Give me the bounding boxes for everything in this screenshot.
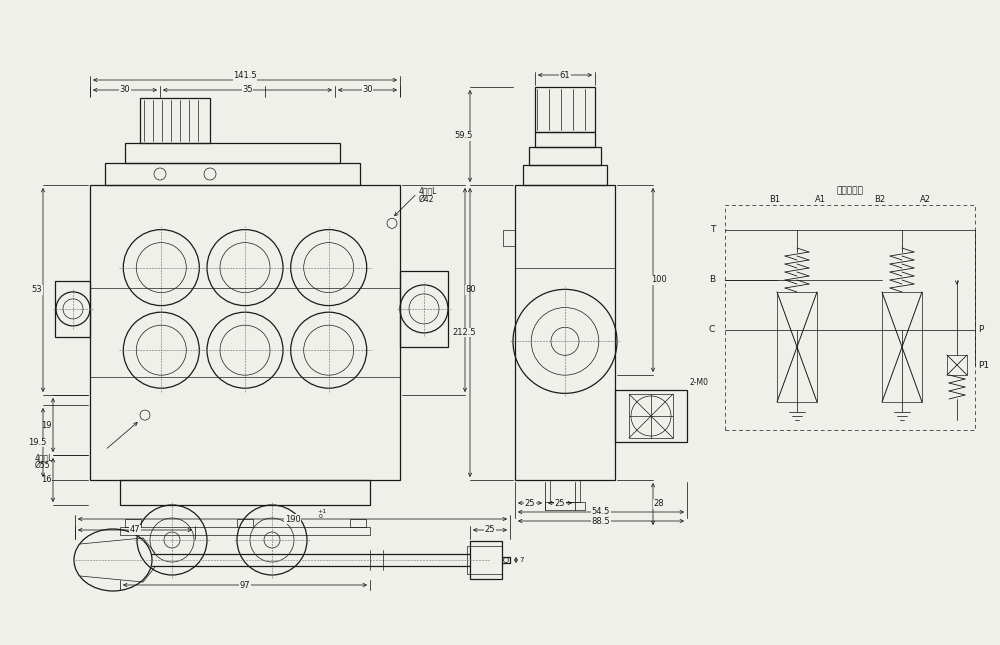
Text: 30: 30	[120, 86, 130, 95]
Bar	[55, 281, 90, 337]
Text: 28: 28	[654, 499, 664, 508]
Text: 190: 190	[285, 515, 300, 524]
Bar	[535, 87, 595, 132]
Text: 141.5: 141.5	[233, 72, 257, 81]
Bar	[629, 394, 673, 438]
Bar	[350, 519, 366, 527]
Bar	[125, 519, 141, 527]
Text: Ø42: Ø42	[419, 194, 434, 203]
Text: A2: A2	[920, 195, 930, 204]
Bar	[529, 147, 601, 165]
Bar	[105, 163, 360, 185]
Text: 19: 19	[41, 421, 51, 430]
Bar	[503, 230, 515, 246]
Bar	[467, 546, 502, 574]
Text: +1
 0: +1 0	[317, 509, 326, 519]
Text: 100: 100	[651, 275, 667, 284]
Text: B: B	[709, 275, 715, 284]
Bar	[947, 355, 967, 375]
Bar	[515, 185, 615, 480]
Text: 液压原理图: 液压原理图	[837, 186, 863, 195]
Text: 47: 47	[130, 526, 140, 535]
Bar	[550, 480, 580, 502]
Bar	[140, 98, 210, 143]
Bar	[777, 292, 817, 402]
Text: P: P	[978, 326, 983, 335]
Text: 30: 30	[362, 86, 373, 95]
Text: Ø55: Ø55	[35, 461, 51, 470]
Bar	[237, 519, 253, 527]
Text: 35: 35	[242, 86, 253, 95]
Text: 25: 25	[555, 499, 565, 508]
Text: 59.5: 59.5	[455, 132, 473, 141]
Text: B1: B1	[769, 195, 781, 204]
Bar	[120, 527, 370, 535]
Text: P1: P1	[978, 361, 989, 370]
Text: 97: 97	[240, 580, 250, 590]
Text: C: C	[709, 326, 715, 335]
Text: 54.5: 54.5	[592, 508, 610, 517]
Text: T: T	[710, 226, 715, 235]
Bar	[882, 292, 922, 402]
Bar	[523, 165, 607, 185]
Bar	[120, 480, 370, 505]
Text: 88.5: 88.5	[592, 517, 610, 526]
Text: A1: A1	[814, 195, 826, 204]
Bar	[125, 143, 340, 163]
Bar	[90, 185, 400, 480]
Text: 7: 7	[519, 557, 524, 563]
Text: 80: 80	[466, 286, 476, 295]
Text: 4孔几L: 4孔几L	[35, 453, 53, 462]
Text: 4孔几L: 4孔几L	[419, 186, 437, 195]
Bar	[470, 541, 502, 579]
Bar	[535, 132, 595, 147]
Text: 25: 25	[525, 499, 535, 508]
Bar	[725, 205, 975, 430]
Text: 2-M0: 2-M0	[690, 378, 709, 387]
Text: 212.5: 212.5	[452, 328, 476, 337]
Bar	[545, 502, 585, 510]
Text: B2: B2	[874, 195, 886, 204]
Bar	[400, 271, 448, 347]
Text: 16: 16	[41, 475, 51, 484]
Text: 25: 25	[485, 526, 495, 535]
Bar	[615, 390, 687, 442]
Text: 19.5: 19.5	[28, 438, 46, 447]
Text: 61: 61	[560, 70, 570, 79]
Text: 53: 53	[32, 286, 42, 295]
